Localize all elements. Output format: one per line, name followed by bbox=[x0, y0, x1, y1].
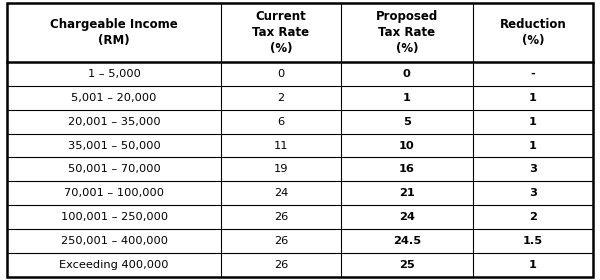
Text: 0: 0 bbox=[403, 69, 411, 79]
Text: -: - bbox=[530, 69, 535, 79]
Text: 50,001 – 70,000: 50,001 – 70,000 bbox=[68, 164, 160, 174]
Text: 11: 11 bbox=[274, 141, 288, 151]
Text: 24: 24 bbox=[399, 212, 415, 222]
Text: 1: 1 bbox=[403, 93, 411, 103]
Text: Chargeable Income
(RM): Chargeable Income (RM) bbox=[50, 18, 178, 47]
Text: 0: 0 bbox=[277, 69, 284, 79]
Text: 35,001 – 50,000: 35,001 – 50,000 bbox=[68, 141, 160, 151]
Text: 1: 1 bbox=[529, 117, 537, 127]
Text: Proposed
Tax Rate
(%): Proposed Tax Rate (%) bbox=[376, 10, 438, 55]
Text: 2: 2 bbox=[277, 93, 284, 103]
Text: 20,001 – 35,000: 20,001 – 35,000 bbox=[68, 117, 160, 127]
Text: 1 – 5,000: 1 – 5,000 bbox=[88, 69, 140, 79]
Text: 6: 6 bbox=[277, 117, 284, 127]
Text: 1.5: 1.5 bbox=[523, 236, 543, 246]
Text: 70,001 – 100,000: 70,001 – 100,000 bbox=[64, 188, 164, 198]
Text: 19: 19 bbox=[274, 164, 288, 174]
Text: 1: 1 bbox=[529, 260, 537, 270]
Text: 10: 10 bbox=[399, 141, 415, 151]
Text: 3: 3 bbox=[529, 188, 537, 198]
Text: 26: 26 bbox=[274, 212, 288, 222]
Text: 1: 1 bbox=[529, 141, 537, 151]
Text: Reduction
(%): Reduction (%) bbox=[499, 18, 566, 47]
Text: 21: 21 bbox=[399, 188, 415, 198]
Text: 5: 5 bbox=[403, 117, 411, 127]
Text: 24: 24 bbox=[274, 188, 288, 198]
Text: 26: 26 bbox=[274, 236, 288, 246]
Text: 5,001 – 20,000: 5,001 – 20,000 bbox=[71, 93, 157, 103]
Text: 3: 3 bbox=[529, 164, 537, 174]
Text: 26: 26 bbox=[274, 260, 288, 270]
Text: 2: 2 bbox=[529, 212, 537, 222]
Text: 1: 1 bbox=[529, 93, 537, 103]
Text: 100,001 – 250,000: 100,001 – 250,000 bbox=[61, 212, 167, 222]
Text: 16: 16 bbox=[399, 164, 415, 174]
Text: 25: 25 bbox=[399, 260, 415, 270]
Text: 250,001 – 400,000: 250,001 – 400,000 bbox=[61, 236, 167, 246]
Text: Exceeding 400,000: Exceeding 400,000 bbox=[59, 260, 169, 270]
Text: Current
Tax Rate
(%): Current Tax Rate (%) bbox=[253, 10, 310, 55]
Text: 24.5: 24.5 bbox=[393, 236, 421, 246]
